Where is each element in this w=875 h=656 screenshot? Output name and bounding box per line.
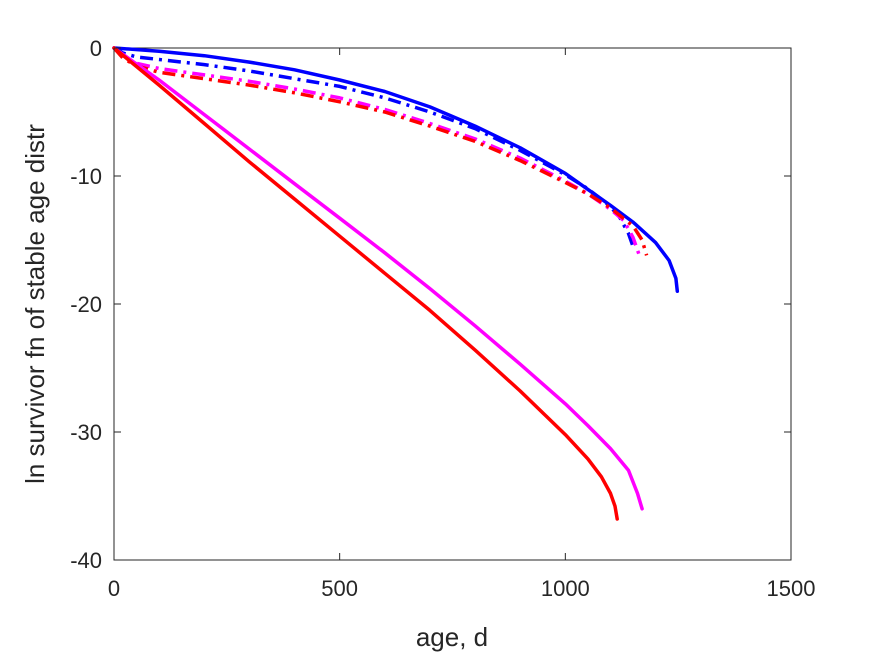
tick-layer: 0 500 1000 1500 0 -10 -20 -30 -40 (70, 36, 815, 601)
y-axis-title: ln survivor fn of stable age distr (20, 124, 50, 484)
series-layer (112, 46, 680, 521)
x-axis-title: age, d (416, 622, 488, 652)
x-tick-label: 1000 (541, 576, 590, 601)
y-tick-label: -30 (70, 420, 102, 445)
series-line-6 (112, 46, 619, 521)
y-tick-label: -10 (70, 164, 102, 189)
y-tick-label: 0 (90, 36, 102, 61)
x-tick-label: 0 (108, 576, 120, 601)
series-line-1 (112, 46, 680, 293)
y-tick-label: -40 (70, 548, 102, 573)
x-tick-label: 500 (321, 576, 358, 601)
series-line-5 (112, 46, 644, 511)
y-tick-label: -20 (70, 292, 102, 317)
series-line-4 (112, 46, 649, 256)
series-line-2 (113, 46, 635, 247)
series-line-3 (112, 46, 642, 258)
x-tick-label: 1500 (767, 576, 816, 601)
